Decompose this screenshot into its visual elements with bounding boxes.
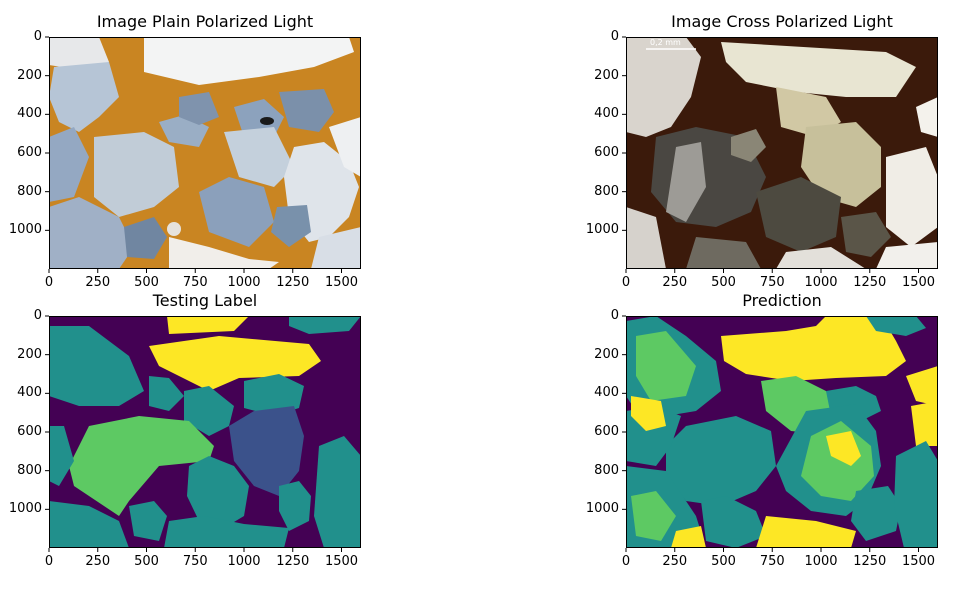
panel-title-label: Testing Label xyxy=(152,291,258,310)
y-tick-label-pred: 600 xyxy=(594,424,619,439)
y-tick-label-plain: 800 xyxy=(17,183,42,199)
x-tick-label-plain: 500 xyxy=(134,275,159,290)
x-tick-label-pred: 250 xyxy=(662,554,688,569)
panel-title-plain: Image Plain Polarized Light xyxy=(96,12,314,31)
x-tick-label-label: 1500 xyxy=(324,554,359,569)
x-tick-label-label: 1000 xyxy=(227,554,261,569)
y-tick-label-plain: 600 xyxy=(17,145,42,160)
y-tick-label-plain: 1000 xyxy=(8,222,42,238)
y-tick-label-pred: 200 xyxy=(594,346,619,362)
y-tick-label-label: 0 xyxy=(33,308,42,323)
y-tick-label-cross: 600 xyxy=(594,145,619,160)
x-tick-label-cross: 750 xyxy=(759,275,785,290)
y-tick-label-label: 200 xyxy=(17,346,42,362)
cross-light-image xyxy=(626,37,938,269)
y-tick-label-pred: 0 xyxy=(610,308,619,323)
x-tick-label-label: 750 xyxy=(182,554,208,569)
y-tick-label-plain: 200 xyxy=(17,67,42,83)
y-tick-label-label: 800 xyxy=(17,462,42,478)
y-tick-label-cross: 400 xyxy=(594,106,619,122)
y-tick-label-cross: 200 xyxy=(594,67,619,83)
x-tick-label-pred: 1000 xyxy=(804,554,838,569)
x-tick-label-pred: 1500 xyxy=(901,554,936,569)
y-tick-label-cross: 0 xyxy=(610,29,619,44)
x-tick-label-plain: 1250 xyxy=(276,275,310,290)
x-tick-label-cross: 1500 xyxy=(901,275,936,290)
x-tick-label-plain: 1500 xyxy=(324,275,359,290)
panel-title-cross: Image Cross Polarized Light xyxy=(671,12,893,31)
x-tick-label-cross: 500 xyxy=(711,275,736,290)
x-tick-label-plain: 250 xyxy=(85,275,111,290)
y-tick-label-cross: 800 xyxy=(594,183,619,199)
y-tick-label-pred: 400 xyxy=(594,385,619,401)
x-tick-label-cross: 1250 xyxy=(853,275,887,290)
y-tick-label-label: 1000 xyxy=(8,501,42,517)
x-tick-label-pred: 750 xyxy=(759,554,785,569)
x-tick-label-pred: 1250 xyxy=(853,554,887,569)
x-tick-label-label: 250 xyxy=(85,554,111,569)
x-tick-label-pred: 500 xyxy=(711,554,736,569)
x-tick-label-label: 1250 xyxy=(276,554,310,569)
x-tick-label-cross: 0 xyxy=(621,275,631,290)
x-tick-label-plain: 0 xyxy=(44,275,54,290)
panel-title-pred: Prediction xyxy=(742,291,822,310)
y-tick-label-cross: 1000 xyxy=(585,222,619,238)
x-tick-label-label: 500 xyxy=(134,554,159,569)
x-tick-label-pred: 0 xyxy=(621,554,631,569)
y-tick-label-label: 400 xyxy=(17,385,42,401)
x-tick-label-cross: 250 xyxy=(662,275,688,290)
y-tick-label-pred: 1000 xyxy=(585,501,619,517)
y-tick-label-plain: 400 xyxy=(17,106,42,122)
x-tick-label-cross: 1000 xyxy=(804,275,838,290)
y-tick-label-pred: 800 xyxy=(594,462,619,478)
x-tick-label-plain: 1000 xyxy=(227,275,261,290)
plain-light-image xyxy=(49,37,361,269)
x-tick-label-plain: 750 xyxy=(182,275,208,290)
y-tick-label-label: 600 xyxy=(17,424,42,439)
testing-label-mask xyxy=(49,316,361,548)
x-tick-label-label: 0 xyxy=(44,554,54,569)
prediction-mask xyxy=(626,316,938,548)
y-tick-label-plain: 0 xyxy=(33,29,42,44)
scale-bar-label: 0,2 mm xyxy=(650,38,681,47)
